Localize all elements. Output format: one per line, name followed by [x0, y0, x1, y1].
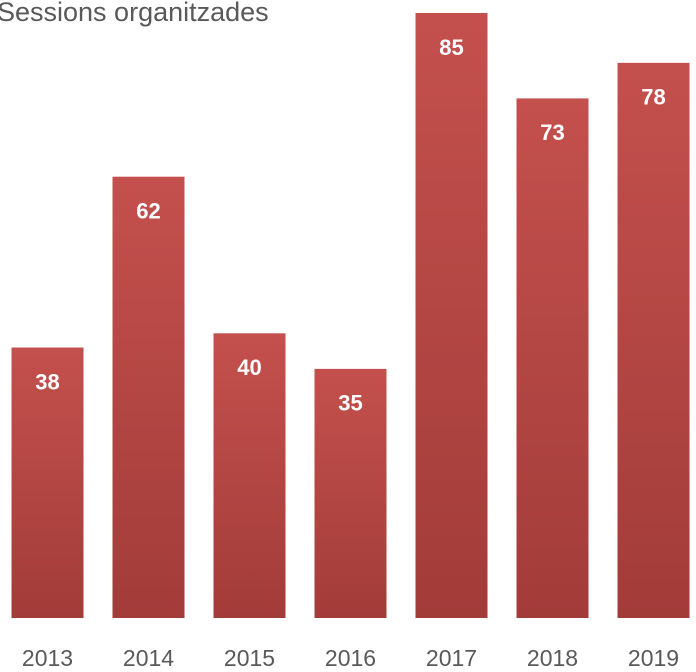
x-tick-label: 2015 — [224, 645, 275, 671]
bar — [314, 368, 387, 618]
data-label: 73 — [540, 120, 564, 145]
data-label: 35 — [338, 391, 362, 416]
data-label: 62 — [136, 199, 160, 224]
data-label: 85 — [439, 35, 463, 60]
x-tick-label: 2014 — [123, 645, 174, 671]
bar — [112, 176, 185, 619]
bar — [213, 333, 286, 618]
bar — [11, 347, 84, 618]
x-tick-label: 2018 — [527, 645, 578, 671]
data-label: 78 — [641, 85, 665, 110]
x-tick-label: 2016 — [325, 645, 376, 671]
x-tick-label: 2019 — [628, 645, 679, 671]
data-label: 40 — [237, 355, 261, 380]
data-label: 38 — [35, 369, 59, 394]
chart-title: Sessions organitzades — [0, 0, 269, 27]
bar — [617, 62, 690, 618]
bar — [516, 98, 589, 619]
x-tick-label: 2017 — [426, 645, 477, 671]
x-tick-label: 2013 — [22, 645, 73, 671]
bar — [415, 13, 488, 618]
